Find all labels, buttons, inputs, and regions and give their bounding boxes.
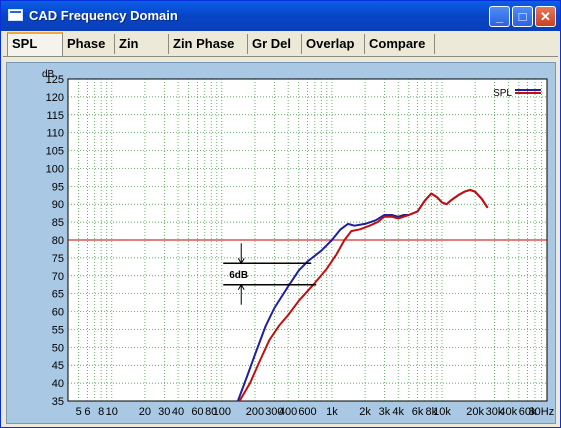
legend-label: SPL bbox=[493, 88, 512, 99]
x-tick-label: 20k bbox=[466, 406, 484, 418]
x-tick-label: 30k bbox=[486, 406, 504, 418]
app-icon bbox=[8, 9, 23, 21]
y-tick-label: 120 bbox=[46, 92, 64, 104]
x-tick-label: 5 bbox=[76, 406, 82, 418]
y-tick-label: 80 bbox=[52, 235, 64, 247]
y-tick-label: 115 bbox=[46, 110, 64, 122]
title-bar[interactable]: CAD Frequency Domain _ □ ✕ bbox=[1, 1, 560, 31]
y-tick-label: 55 bbox=[52, 324, 64, 336]
y-tick-label: 50 bbox=[52, 342, 64, 354]
y-tick-label: 35 bbox=[52, 396, 64, 408]
tab-bar: SPL Phase Zin Zin Phase Gr Del Overlap C… bbox=[3, 32, 558, 56]
x-tick-label: 100 bbox=[213, 406, 231, 418]
minimize-button[interactable]: _ bbox=[489, 6, 510, 27]
y-tick-label: 100 bbox=[46, 163, 64, 175]
x-tick-label: 10k bbox=[433, 406, 451, 418]
x-tick-label: 1k bbox=[326, 406, 338, 418]
spl-chart: 1251201151101051009590858075706560555045… bbox=[42, 69, 555, 418]
tab-spl[interactable]: SPL bbox=[7, 32, 63, 56]
x-tick-label: 6k bbox=[412, 406, 424, 418]
client-area: 125 120 115 110 105 100 95 90 85 80 75 70 65 60 55 50 45… bbox=[3, 56, 558, 427]
x-tick-label: 4k bbox=[392, 406, 404, 418]
x-tick-label: 2k bbox=[359, 406, 371, 418]
x-tick-label: 6 bbox=[84, 406, 90, 418]
tab-gr-del[interactable]: Gr Del bbox=[248, 34, 302, 54]
tab-zin[interactable]: Zin bbox=[115, 34, 169, 54]
x-tick-label: 600 bbox=[298, 406, 316, 418]
chart-panel: 125 120 115 110 105 100 95 90 85 80 75 70 65 60 55 50 45… bbox=[6, 62, 556, 424]
maximize-button[interactable]: □ bbox=[512, 6, 533, 27]
spl-curve-2 bbox=[238, 188, 489, 402]
annotation-arrowhead-top bbox=[237, 257, 245, 265]
x-tick-label: 80 bbox=[205, 406, 217, 418]
tab-zin-phase[interactable]: Zin Phase bbox=[169, 34, 248, 54]
x-tick-label: 400 bbox=[279, 406, 297, 418]
y-tick-label: 75 bbox=[52, 253, 64, 265]
tab-compare[interactable]: Compare bbox=[365, 34, 435, 54]
x-tick-label: 80Hz bbox=[529, 406, 555, 418]
y-tick-label: 90 bbox=[52, 199, 64, 211]
x-tick-label: 8k bbox=[425, 406, 437, 418]
x-tick-label: 3k bbox=[379, 406, 391, 418]
close-button[interactable]: ✕ bbox=[535, 6, 556, 27]
x-tick-label: 60k bbox=[519, 406, 537, 418]
x-tick-label: 40 bbox=[172, 406, 184, 418]
x-tick-label: 30 bbox=[158, 406, 170, 418]
y-tick-label: 45 bbox=[52, 360, 64, 372]
x-tick-label: 20 bbox=[139, 406, 151, 418]
y-tick-label: 95 bbox=[52, 181, 64, 193]
annotation-label: 6dB bbox=[229, 270, 248, 281]
x-tick-label: 60 bbox=[191, 406, 203, 418]
x-tick-label: 300 bbox=[265, 406, 283, 418]
y-tick-label: 105 bbox=[46, 146, 64, 158]
tab-phase[interactable]: Phase bbox=[63, 34, 115, 54]
annotation-arrowhead-bottom bbox=[237, 283, 245, 290]
tab-overlap[interactable]: Overlap bbox=[302, 34, 365, 54]
y-tick-label: 60 bbox=[52, 307, 64, 319]
y-tick-label: 70 bbox=[52, 271, 64, 283]
x-tick-label: 200 bbox=[246, 406, 264, 418]
y-tick-label: 85 bbox=[52, 217, 64, 229]
window-title: CAD Frequency Domain bbox=[29, 8, 178, 23]
x-tick-label: 10 bbox=[106, 406, 118, 418]
x-tick-label: 40k bbox=[499, 406, 517, 418]
x-tick-label: 8 bbox=[98, 406, 104, 418]
y-tick-label: 40 bbox=[52, 378, 64, 390]
y-axis-label: dB bbox=[42, 69, 55, 80]
y-tick-label: 110 bbox=[46, 128, 64, 140]
y-tick-label: 65 bbox=[52, 289, 64, 301]
y-tick-label: 125 bbox=[46, 74, 64, 86]
